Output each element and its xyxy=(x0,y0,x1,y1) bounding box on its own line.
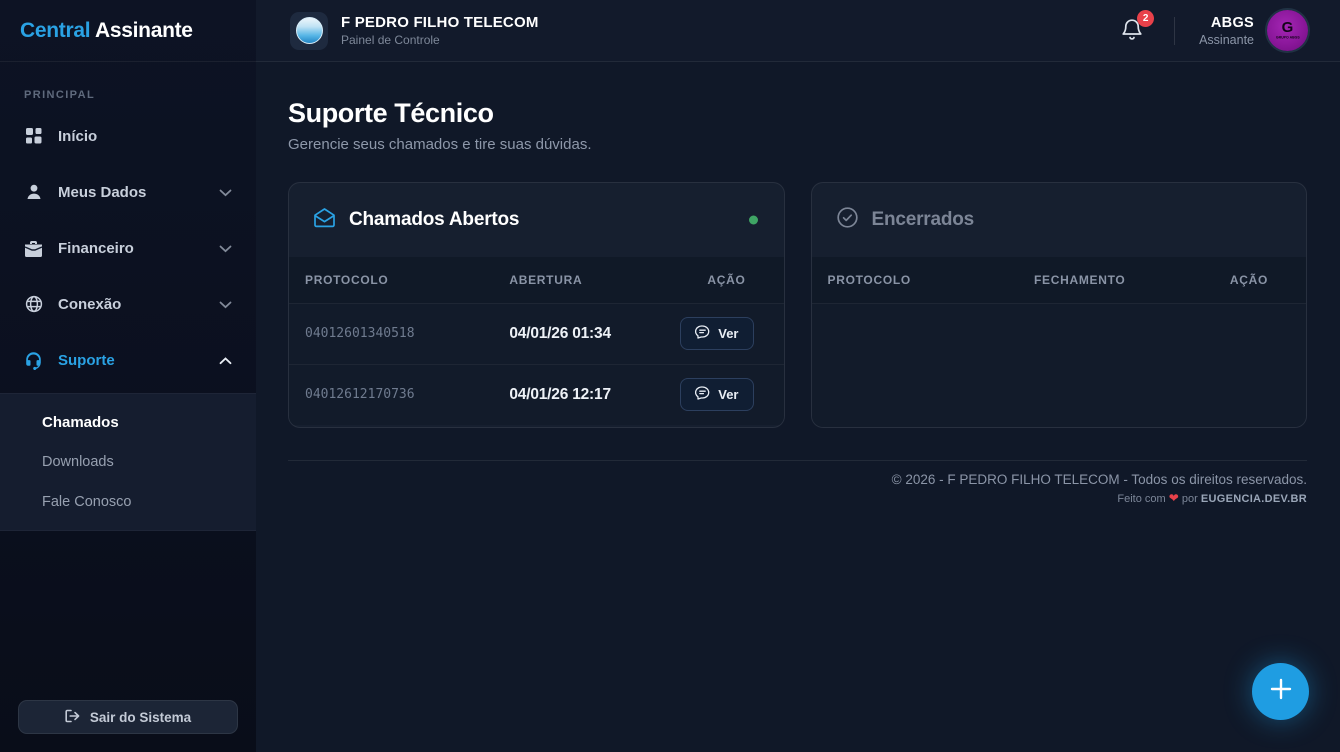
sidebar-item-label: Conexão xyxy=(58,295,122,313)
view-ticket-button[interactable]: Ver xyxy=(680,378,754,412)
closed-tickets-card-header: Encerrados xyxy=(812,183,1307,257)
open-tickets-card: Chamados Abertos PROTOCOLO ABERTURA AÇÃO… xyxy=(288,182,785,428)
heart-icon: ❤ xyxy=(1168,491,1179,505)
new-ticket-fab[interactable] xyxy=(1252,663,1309,720)
credits-middle: por xyxy=(1181,493,1198,505)
chat-bubble-icon xyxy=(695,325,710,342)
table-header-row: PROTOCOLO ABERTURA AÇÃO xyxy=(289,257,784,303)
sidebar-spacer xyxy=(0,531,256,700)
bell-icon xyxy=(1120,18,1144,47)
sidebar-item-conexao[interactable]: Conexão xyxy=(0,281,256,327)
opened-datetime: 04/01/26 12:17 xyxy=(509,385,611,403)
open-tickets-card-header: Chamados Abertos xyxy=(289,183,784,257)
closed-tickets-card: Encerrados PROTOCOLO FECHAMENTO AÇÃO xyxy=(810,182,1307,428)
check-circle-icon xyxy=(836,206,859,234)
user-role: Assinante xyxy=(1199,32,1254,47)
protocol-value: 04012612170736 xyxy=(305,387,415,403)
company-name: F PEDRO FILHO TELECOM xyxy=(341,14,539,31)
chevron-down-icon xyxy=(219,240,232,257)
closed-tickets-title: Encerrados xyxy=(871,209,975,230)
top-header: F PEDRO FILHO TELECOM Painel de Controle… xyxy=(256,0,1340,62)
submenu-item-fale-conosco[interactable]: Fale Conosco xyxy=(42,494,132,510)
col-protocolo: PROTOCOLO xyxy=(289,257,510,303)
main-content: Suporte Técnico Gerencie seus chamados e… xyxy=(256,62,1340,752)
credits-prefix: Feito com xyxy=(1117,493,1166,505)
view-button-label: Ver xyxy=(718,326,739,341)
company-globe-icon xyxy=(295,17,323,44)
col-protocolo: PROTOCOLO xyxy=(811,257,1035,303)
chevron-down-icon xyxy=(219,296,232,313)
avatar-letter: G xyxy=(1281,18,1294,36)
submenu-item-chamados[interactable]: Chamados xyxy=(42,413,119,431)
sidebar: Central Assinante PRINCIPAL Início Meus … xyxy=(0,0,256,752)
sidebar-item-meus-dados[interactable]: Meus Dados xyxy=(0,169,256,215)
table-header-row: PROTOCOLO FECHAMENTO AÇÃO xyxy=(811,257,1306,303)
app-logo-part2: Assinante xyxy=(90,18,193,42)
avatar[interactable]: G GRUPO ABGS xyxy=(1267,10,1308,51)
copyright-text: © 2026 - F PEDRO FILHO TELECOM - Todos o… xyxy=(891,472,1307,487)
avatar-label: GRUPO ABGS xyxy=(1275,35,1300,39)
opened-datetime: 04/01/26 01:34 xyxy=(509,324,611,342)
chat-bubble-icon xyxy=(695,386,710,403)
col-abertura: ABERTURA xyxy=(509,257,681,303)
open-status-dot xyxy=(748,215,758,225)
user-name: ABGS xyxy=(1210,14,1254,31)
open-tickets-table: PROTOCOLO ABERTURA AÇÃO 04012601340518 0… xyxy=(289,257,784,425)
logout-button[interactable]: Sair do Sistema xyxy=(18,700,238,734)
protocol-value: 04012601340518 xyxy=(305,326,415,341)
logout-icon xyxy=(65,709,81,726)
company-subtitle: Painel de Controle xyxy=(341,33,440,47)
notification-badge: 2 xyxy=(1137,9,1155,27)
table-row: 04012612170736 04/01/26 12:17 Ver xyxy=(289,364,784,425)
chevron-down-icon xyxy=(219,184,232,201)
globe-icon xyxy=(24,295,43,314)
closed-tickets-table: PROTOCOLO FECHAMENTO AÇÃO xyxy=(811,257,1306,303)
chevron-up-icon xyxy=(219,352,232,369)
user-icon xyxy=(24,183,43,202)
plus-icon xyxy=(1268,676,1294,707)
view-button-label: Ver xyxy=(718,387,739,403)
headset-icon xyxy=(24,351,43,370)
logout-label: Sair do Sistema xyxy=(89,709,192,725)
sidebar-item-inicio[interactable]: Início xyxy=(0,113,256,159)
user-block[interactable]: ABGS Assinante xyxy=(1199,15,1254,47)
footer-divider xyxy=(288,460,1307,461)
company-text: F PEDRO FILHO TELECOM Painel de Controle xyxy=(341,14,539,47)
sidebar-item-financeiro[interactable]: Financeiro xyxy=(0,225,256,271)
sidebar-item-label: Meus Dados xyxy=(58,183,147,201)
wallet-icon xyxy=(24,239,43,258)
sidebar-section-label: PRINCIPAL xyxy=(24,89,96,101)
credits-brand[interactable]: EUGENCIA.DEV.BR xyxy=(1200,493,1307,505)
header-right: 2 ABGS Assinante G GRUPO ABGS xyxy=(1120,9,1308,51)
page-title: Suporte Técnico xyxy=(288,98,494,128)
credits-text: Feito com ❤ por EUGENCIA.DEV.BR xyxy=(288,491,1307,505)
sidebar-item-label: Suporte xyxy=(58,351,115,369)
closed-tickets-empty-state xyxy=(811,303,1306,427)
table-row: 04012601340518 04/01/26 01:34 Ver xyxy=(289,303,784,364)
open-envelope-icon xyxy=(313,207,336,233)
notifications-button[interactable]: 2 xyxy=(1120,9,1155,47)
submenu-item-downloads[interactable]: Downloads xyxy=(42,454,114,470)
view-ticket-button[interactable]: Ver xyxy=(680,317,754,350)
suporte-submenu: Chamados Downloads Fale Conosco xyxy=(0,393,256,531)
app-logo-part1: Central xyxy=(20,18,91,42)
cards-grid: Chamados Abertos PROTOCOLO ABERTURA AÇÃO… xyxy=(288,182,1307,428)
sidebar-item-label: Início xyxy=(58,127,98,145)
page-subtitle: Gerencie seus chamados e tire suas dúvid… xyxy=(288,136,592,153)
col-acao: AÇÃO xyxy=(1207,257,1306,303)
page-footer: © 2026 - F PEDRO FILHO TELECOM - Todos o… xyxy=(288,472,1307,505)
col-acao: AÇÃO xyxy=(680,257,784,303)
col-fechamento: FECHAMENTO xyxy=(1034,257,1208,303)
open-tickets-title: Chamados Abertos xyxy=(349,209,520,230)
company-logo xyxy=(290,11,328,50)
grid-icon xyxy=(24,127,43,146)
header-divider xyxy=(1174,16,1176,45)
sidebar-item-label: Financeiro xyxy=(58,239,134,257)
app-logo: Central Assinante xyxy=(0,0,256,62)
sidebar-item-suporte[interactable]: Suporte xyxy=(0,337,256,383)
